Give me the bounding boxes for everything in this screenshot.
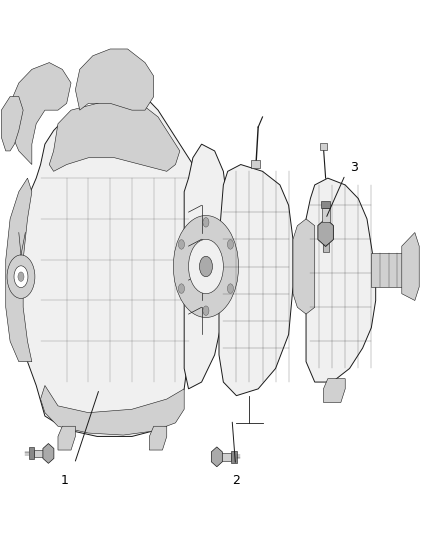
Circle shape bbox=[173, 215, 239, 318]
Circle shape bbox=[199, 256, 212, 277]
Polygon shape bbox=[14, 90, 197, 437]
Circle shape bbox=[7, 255, 35, 298]
Polygon shape bbox=[49, 96, 180, 171]
Polygon shape bbox=[293, 219, 315, 314]
Polygon shape bbox=[149, 426, 167, 450]
Polygon shape bbox=[321, 208, 330, 222]
Polygon shape bbox=[211, 447, 223, 467]
Polygon shape bbox=[184, 144, 228, 389]
Text: 3: 3 bbox=[350, 161, 358, 174]
Polygon shape bbox=[10, 62, 71, 165]
Circle shape bbox=[14, 266, 28, 288]
Polygon shape bbox=[371, 253, 415, 287]
Polygon shape bbox=[306, 178, 376, 382]
Bar bbox=[251, 160, 260, 168]
Polygon shape bbox=[217, 453, 231, 461]
Circle shape bbox=[203, 306, 209, 316]
Polygon shape bbox=[402, 232, 419, 301]
Text: 1: 1 bbox=[60, 474, 68, 487]
Polygon shape bbox=[219, 165, 293, 395]
Text: 2: 2 bbox=[233, 474, 240, 487]
Polygon shape bbox=[43, 443, 54, 463]
Circle shape bbox=[178, 284, 184, 293]
Circle shape bbox=[18, 272, 24, 281]
Bar bbox=[321, 143, 327, 150]
Bar bbox=[321, 201, 330, 208]
Polygon shape bbox=[41, 385, 184, 435]
Circle shape bbox=[178, 240, 184, 249]
Polygon shape bbox=[75, 49, 154, 110]
Circle shape bbox=[188, 239, 223, 294]
Polygon shape bbox=[58, 426, 75, 450]
Circle shape bbox=[203, 217, 209, 227]
Polygon shape bbox=[231, 451, 237, 463]
Polygon shape bbox=[318, 219, 333, 246]
Circle shape bbox=[227, 284, 233, 293]
Polygon shape bbox=[323, 378, 345, 402]
Polygon shape bbox=[34, 449, 48, 457]
Circle shape bbox=[227, 240, 233, 249]
Polygon shape bbox=[6, 178, 32, 362]
Polygon shape bbox=[1, 96, 23, 151]
Polygon shape bbox=[28, 447, 34, 459]
Bar bbox=[322, 244, 329, 252]
